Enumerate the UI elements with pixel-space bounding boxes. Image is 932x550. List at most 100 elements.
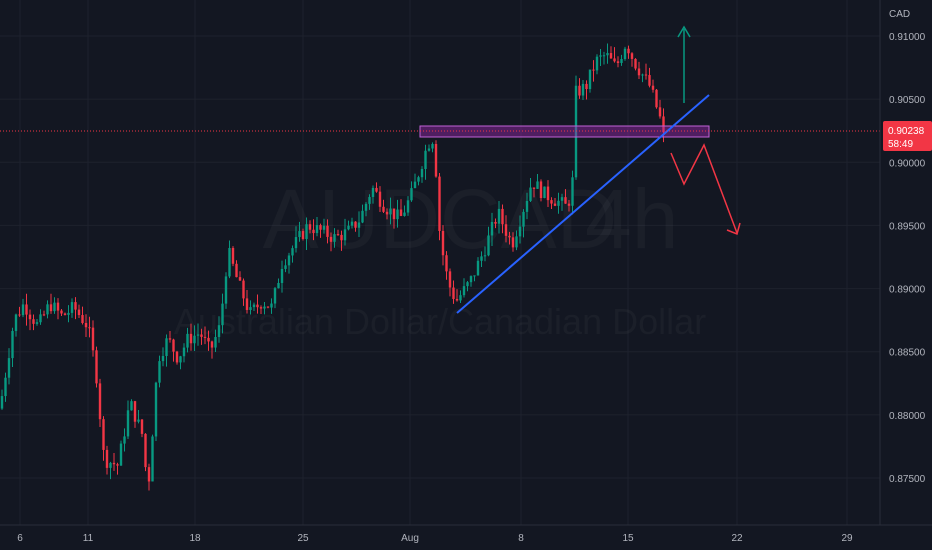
candle-body [144,433,147,468]
candle-body [340,234,343,241]
candle-body [109,462,112,468]
candle-body [249,307,252,310]
candle-body [627,48,630,54]
candle-body [21,304,25,316]
candle-body [224,276,228,304]
candle-body [424,150,427,170]
candle-body [235,263,238,278]
candle-body [238,277,242,281]
candle-body [277,282,280,289]
price-axis[interactable]: CAD 0.91000 0.90500 0.90000 0.89500 0.89000 0… [879,0,926,525]
candle-body [427,148,431,151]
y-tick-label: 0.89000 [889,285,926,296]
candle-body [389,208,392,215]
candle-body [196,334,200,336]
candle-body [487,235,490,256]
candle-body [63,313,67,315]
candle-body [301,231,305,239]
candle-body [382,206,385,212]
candle-body [434,144,438,177]
candle-body [571,177,574,206]
candle-body [368,197,371,204]
x-tick-label: 18 [189,533,201,544]
candle-body [270,303,273,308]
bearish-arrow-head [726,222,741,236]
candle-body [595,56,599,71]
candle-body [406,200,410,213]
y-tick-label: 0.89500 [889,221,926,232]
candle-body [501,208,504,225]
candle-body [473,275,476,277]
candle-body [637,68,641,76]
x-tick-label: 22 [731,533,743,544]
candle-body [18,314,21,316]
x-tick-label: 29 [841,533,853,544]
candle-body [7,358,11,378]
candle-body [77,309,81,316]
candle-body [168,338,172,340]
candle-body [378,191,382,207]
candle-body [305,224,308,239]
candle-body [14,314,18,331]
bearish-zigzag-arrow[interactable] [670,143,738,234]
candle-body [371,187,375,198]
candle-body [494,221,497,224]
candle-body [392,208,396,220]
watermark-description: Australian Dollar/Canadian Dollar [174,301,706,342]
candle-body [81,315,84,324]
candle-body [634,58,637,69]
candle-body [231,247,235,264]
candle-body [42,314,46,316]
candle-body [648,75,651,86]
last-price-badge: 0.90238 58:49 [883,121,932,151]
candle-body [116,464,119,466]
candle-body [399,209,403,216]
candle-body [193,335,196,344]
time-axis[interactable]: 6 11 18 25 Aug 8 15 22 29 [0,524,932,544]
candle-body [56,302,60,311]
candle-body [578,85,581,96]
candle-body [560,197,564,201]
y-tick-label: 0.88500 [889,348,926,359]
candle-body [336,234,340,236]
last-price-value: 0.90238 [888,126,925,137]
candle-body [403,212,406,216]
candle-body [326,225,329,237]
candle-body [459,295,462,301]
currency-label: CAD [889,9,910,20]
y-tick-label: 0.90000 [889,158,926,169]
candle-body [158,361,161,383]
candle-body [557,200,560,206]
candle-body [284,265,287,269]
candle-body [357,222,361,228]
x-tick-label: Aug [401,533,419,544]
candle-body [263,306,266,309]
candle-body [112,462,116,465]
y-tick-label: 0.91000 [889,32,926,43]
candle-body [49,304,53,312]
candle-body [613,58,616,62]
candle-body [655,89,658,108]
bullish-arrow-head [677,25,691,38]
candle-body [490,221,494,236]
ascending-trendline[interactable] [456,94,710,314]
candle-body [438,176,441,231]
candle-body [497,208,501,224]
candle-body [518,226,522,237]
candle-body [441,230,445,256]
candle-body [315,225,319,234]
candle-body [532,187,536,189]
candle-body [207,337,210,342]
candle-body [105,449,109,468]
candle-body [60,310,63,314]
candle-body [4,377,7,397]
candle-body [256,304,259,308]
candle-body [448,271,452,288]
candle-body [564,197,567,204]
candle-body [210,341,214,348]
candle-body [410,188,413,201]
candle-body [140,419,144,434]
candle-body [529,187,532,201]
candle-body [46,304,49,315]
